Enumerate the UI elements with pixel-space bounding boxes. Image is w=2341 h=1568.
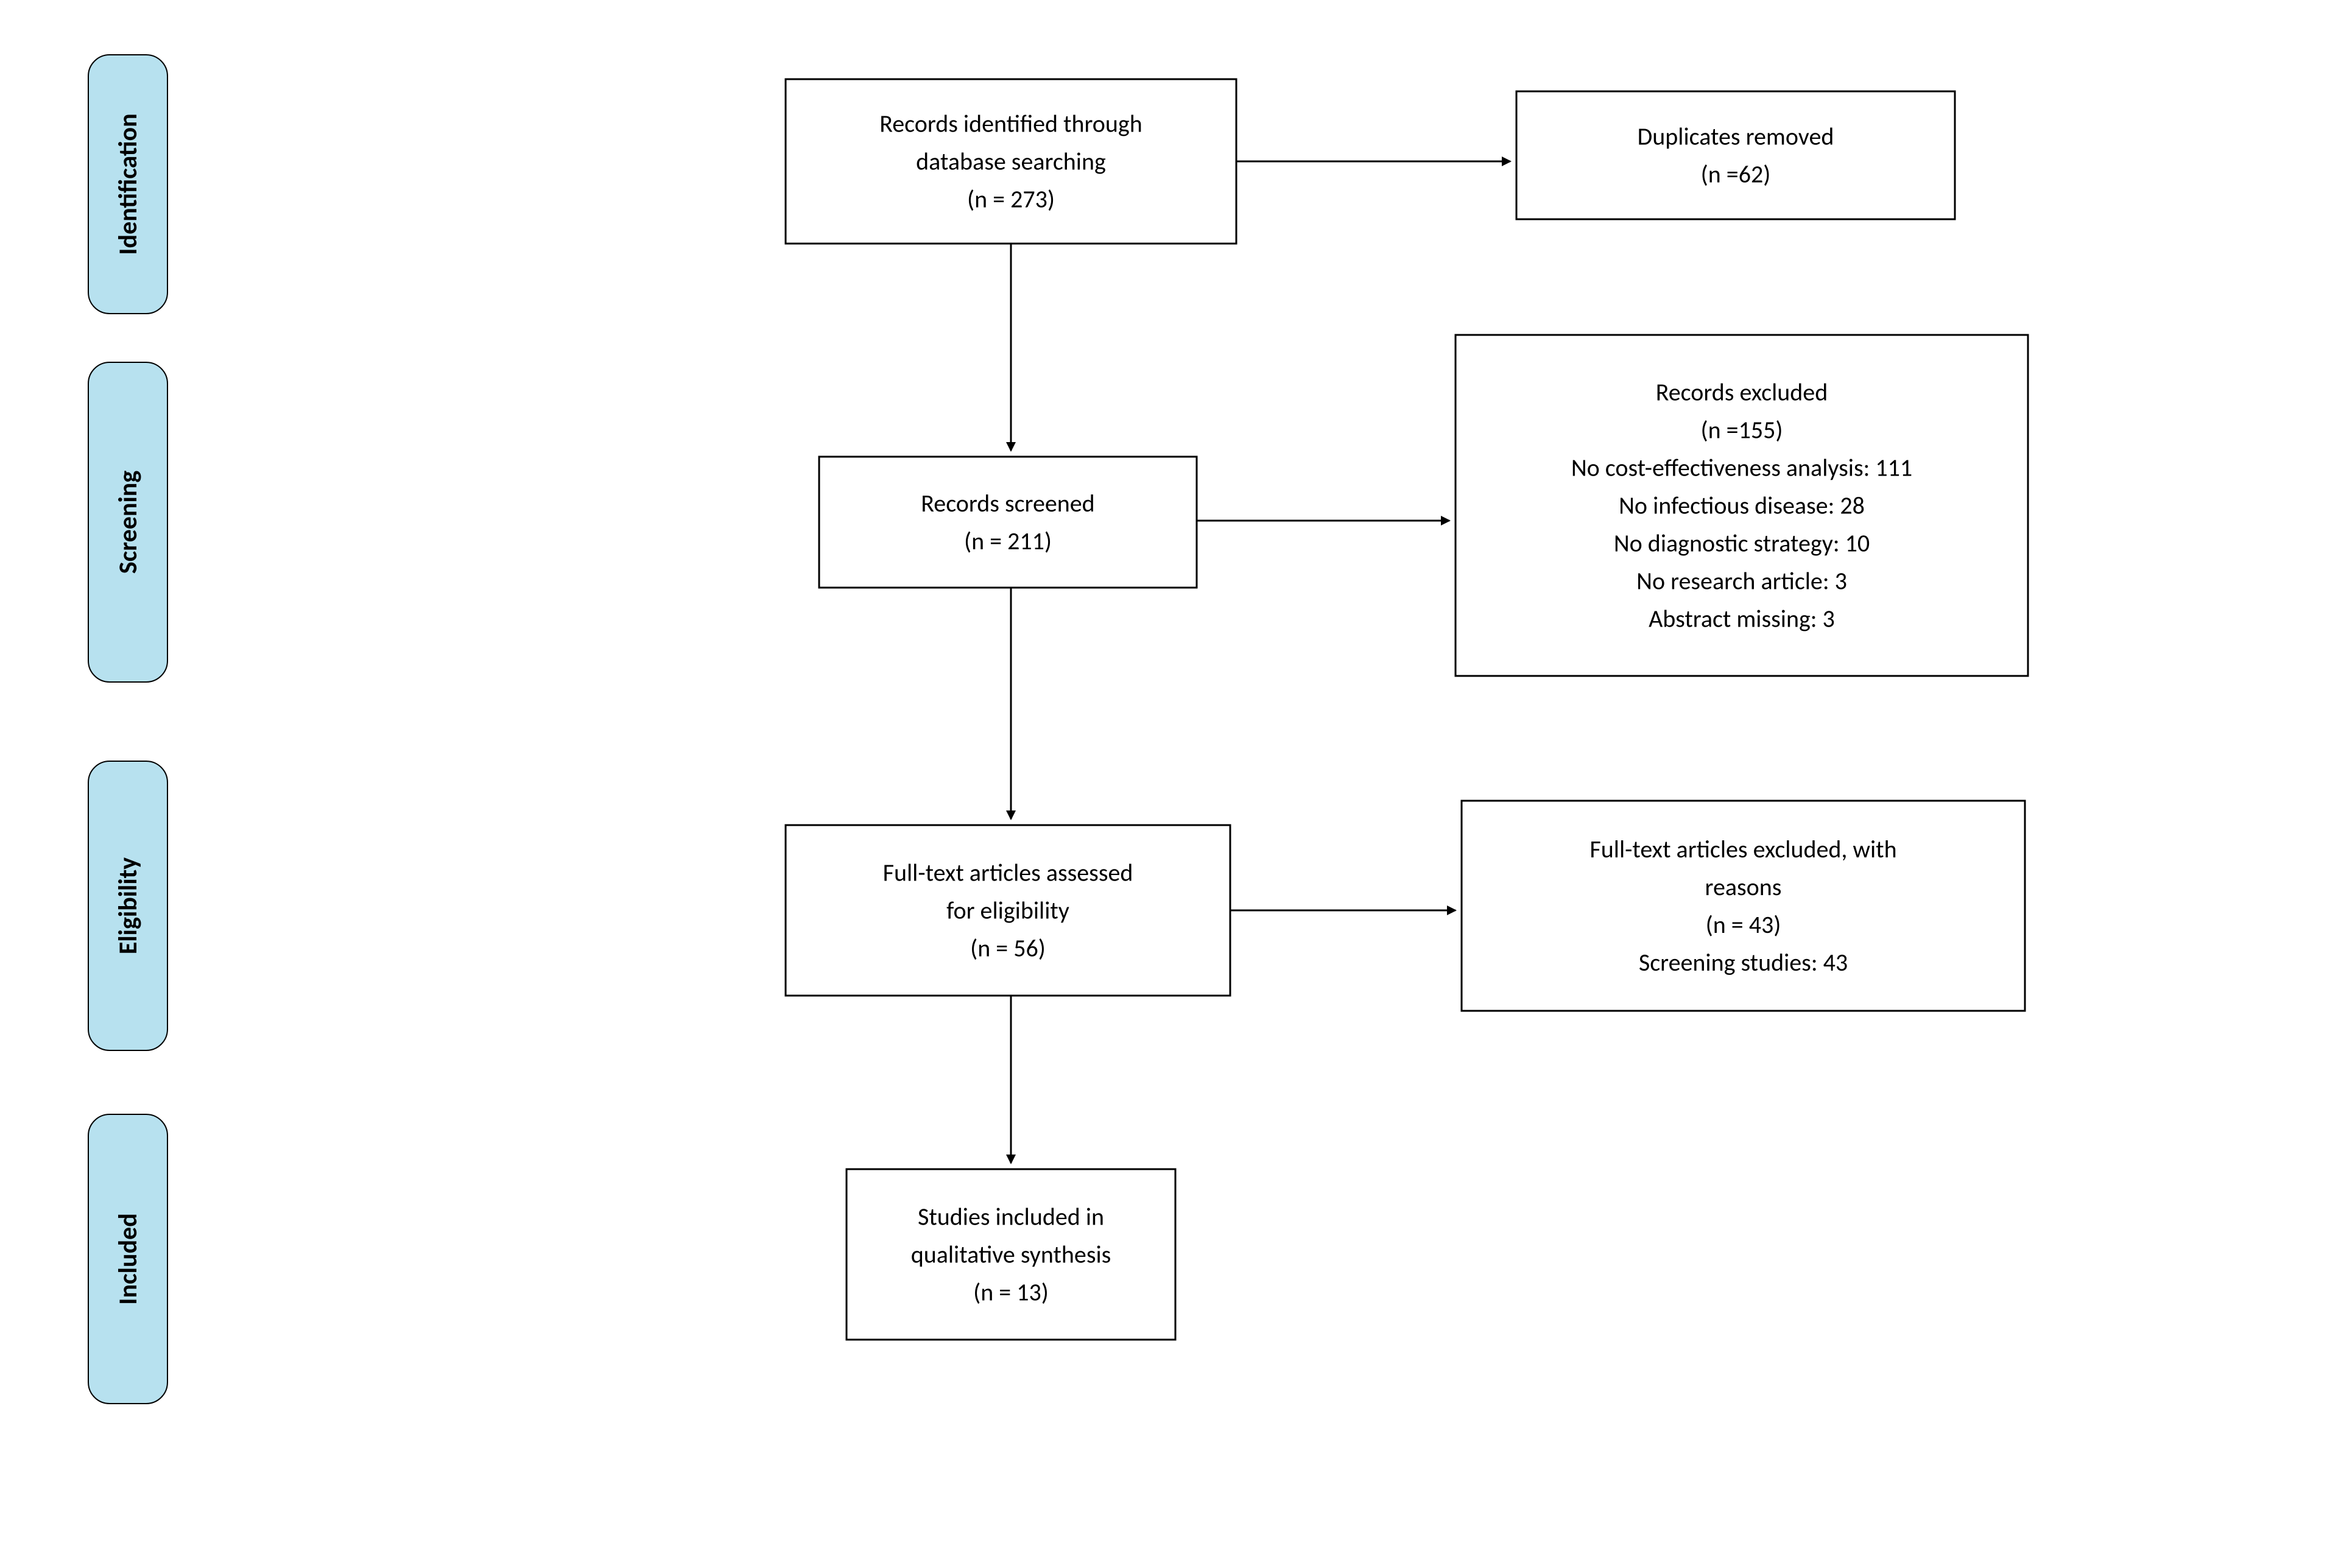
- n-screened: Records screened(n = 211): [819, 457, 1197, 588]
- stage-screening: Screening: [88, 362, 167, 682]
- stage-included: Included: [88, 1114, 167, 1404]
- prisma-flowchart: Identification Screening Eligibility Includ…: [0, 0, 2341, 1568]
- nodes-layer: Records identified throughdatabase searc…: [786, 79, 2028, 1340]
- stage-screening-label: Screening: [113, 471, 144, 574]
- n-duplicates: Duplicates removed(n =62): [1516, 91, 1955, 219]
- n-eligibility: Full-text articles assessedfor eligibili…: [786, 825, 1230, 996]
- stage-eligibility: Eligibility: [88, 761, 167, 1050]
- n-excluded-screen: Records excluded(n =155)No cost-effectiv…: [1456, 335, 2028, 676]
- stage-identification-label: Identification: [113, 113, 144, 255]
- edges-layer: [1011, 161, 1510, 1163]
- stages-layer: Identification Screening Eligibility Includ…: [88, 55, 167, 1404]
- stage-identification: Identification: [88, 55, 167, 314]
- n-excluded-full: Full-text articles excluded, withreasons…: [1462, 801, 2025, 1011]
- n-included: Studies included inqualitative synthesis…: [847, 1169, 1175, 1340]
- stage-included-label: Included: [113, 1213, 144, 1304]
- stage-eligibility-label: Eligibility: [113, 857, 144, 954]
- n-identified: Records identified throughdatabase searc…: [786, 79, 1236, 244]
